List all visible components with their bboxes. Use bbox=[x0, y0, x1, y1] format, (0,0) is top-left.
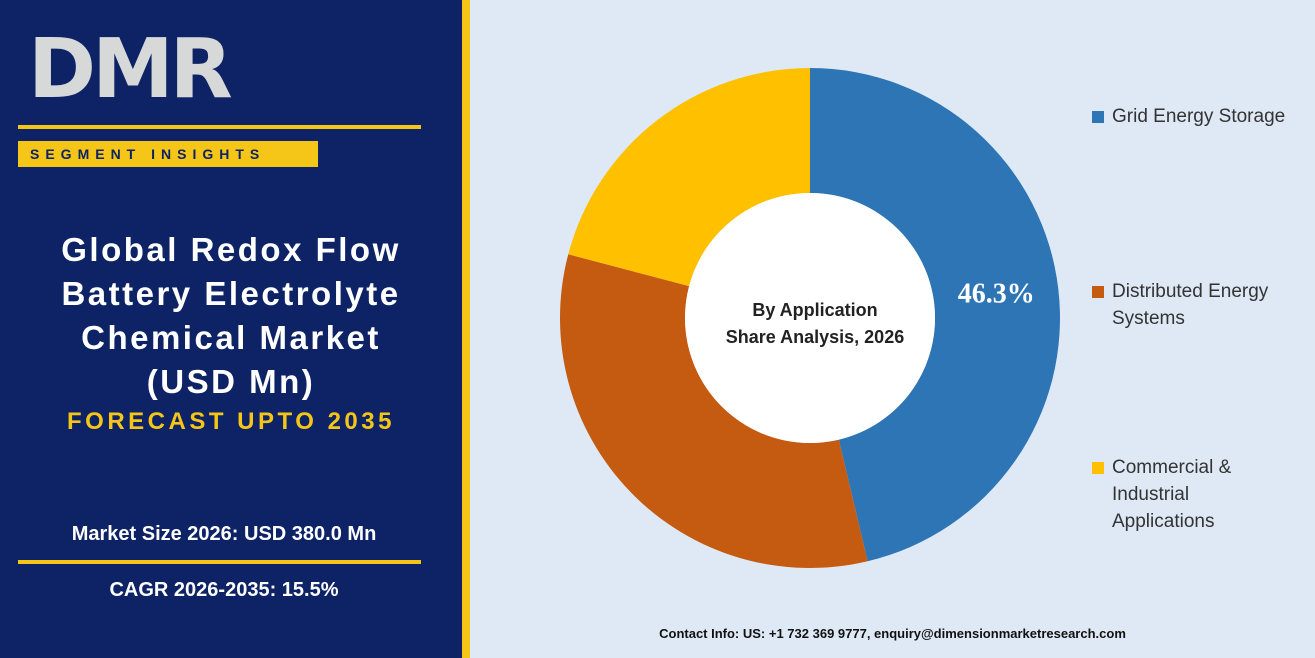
legend-label: Grid Energy Storage bbox=[1112, 106, 1286, 127]
donut-slice bbox=[810, 68, 1061, 562]
headline: Global Redox Flow Battery Electrolyte Chem… bbox=[0, 228, 462, 404]
donut-slice bbox=[568, 68, 810, 287]
legend-label: Distributed Energy Systems bbox=[1112, 281, 1269, 329]
data-label: 46.3% bbox=[958, 279, 1035, 310]
headline-line: Battery Electrolyte bbox=[61, 275, 401, 312]
legend-swatch bbox=[1092, 286, 1104, 298]
contact: Contact Info: US: +1 732 369 9777, enqui… bbox=[659, 626, 1126, 641]
divider bbox=[462, 0, 470, 658]
subtitle: FORECAST UPTO 2035 bbox=[67, 408, 395, 435]
logo: DMR bbox=[28, 22, 233, 117]
stat: Market Size 2026: USD 380.0 Mn bbox=[71, 523, 377, 545]
headline-line: Chemical Market bbox=[81, 319, 381, 356]
stat: CAGR 2026-2035: 15.5% bbox=[109, 579, 339, 601]
left-panel bbox=[0, 0, 462, 658]
donut-slice bbox=[559, 254, 868, 569]
rule bbox=[18, 560, 421, 564]
legend-item: Commercial & Industrial Applications bbox=[1092, 454, 1232, 535]
legend-item: Distributed Energy Systems bbox=[1092, 278, 1277, 332]
donut-hole bbox=[685, 193, 935, 443]
chart-title: Share Analysis, 2026 bbox=[726, 327, 904, 347]
legend-label: Commercial & Industrial Applications bbox=[1112, 457, 1232, 532]
legend-item: Grid Energy Storage bbox=[1092, 103, 1302, 130]
legend-swatch bbox=[1092, 111, 1104, 123]
tag: SEGMENT INSIGHTS bbox=[18, 141, 318, 167]
headline-line: (USD Mn) bbox=[146, 363, 316, 400]
rule bbox=[18, 125, 421, 129]
headline-line: Global Redox Flow bbox=[61, 231, 401, 268]
chart-title: By Application bbox=[752, 300, 877, 320]
legend-swatch bbox=[1092, 462, 1104, 474]
